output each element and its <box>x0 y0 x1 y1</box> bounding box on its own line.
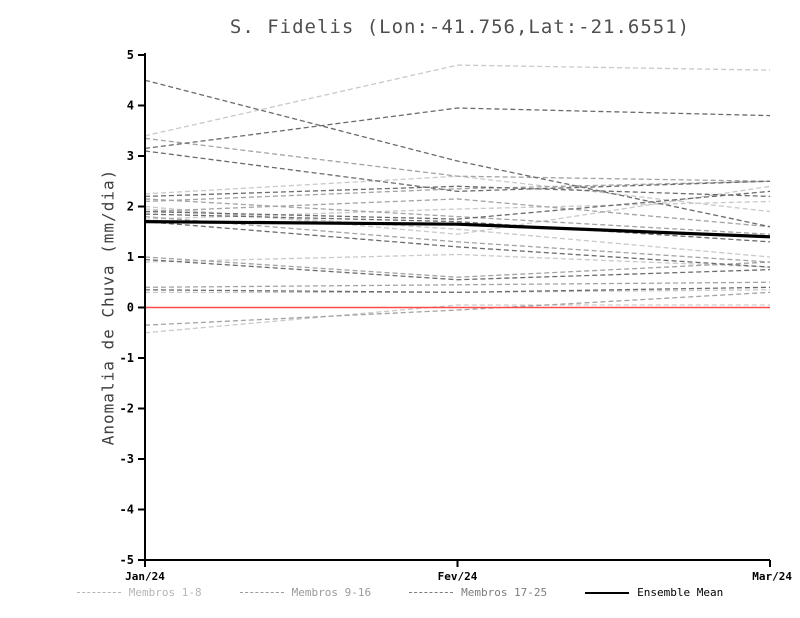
svg-text:0: 0 <box>127 301 134 315</box>
legend-item-membros-1-8: Membros 1-8 <box>76 586 202 599</box>
svg-text:Fev/24: Fev/24 <box>438 570 478 583</box>
dashed-line-sample-icon <box>239 592 284 593</box>
legend-label: Membros 1-8 <box>128 586 202 599</box>
svg-text:2: 2 <box>127 200 134 214</box>
svg-text:4: 4 <box>127 99 134 113</box>
legend-item-membros-9-16: Membros 9-16 <box>239 586 372 599</box>
legend-label: Ensemble Mean <box>637 586 724 599</box>
solid-line-sample-icon <box>585 591 630 594</box>
svg-text:-1: -1 <box>120 351 134 365</box>
legend-label: Membros 17-25 <box>461 586 548 599</box>
svg-text:-3: -3 <box>120 452 134 466</box>
legend-label: Membros 9-16 <box>291 586 372 599</box>
chart-title: S. Fidelis (Lon:-41.756,Lat:-21.6551) <box>229 16 691 38</box>
svg-text:5: 5 <box>127 48 134 62</box>
svg-text:Mar/24: Mar/24 <box>752 570 792 583</box>
svg-text:-5: -5 <box>120 553 134 567</box>
svg-text:1: 1 <box>127 250 134 264</box>
svg-text:3: 3 <box>127 149 134 163</box>
svg-text:Jan/24: Jan/24 <box>125 570 165 583</box>
dashed-line-sample-icon <box>76 592 121 593</box>
legend-item-membros-17-25: Membros 17-25 <box>409 586 547 599</box>
chart-legend: Membros 1-8 Membros 9-16 Membros 17-25 E… <box>0 586 800 599</box>
svg-text:-4: -4 <box>120 503 134 517</box>
legend-item-ensemble-mean: Ensemble Mean <box>585 586 723 599</box>
svg-text:-2: -2 <box>120 402 134 416</box>
dashed-line-sample-icon <box>409 592 454 593</box>
